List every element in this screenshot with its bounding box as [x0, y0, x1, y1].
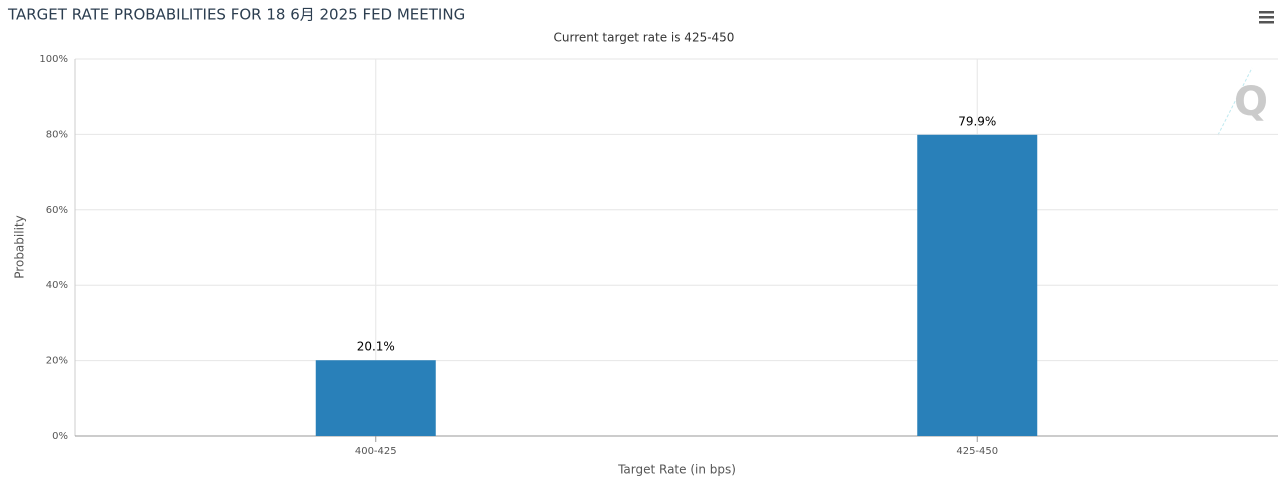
menu-icon[interactable] — [1259, 11, 1274, 24]
y-tick-label: 60% — [46, 205, 68, 216]
bar — [315, 360, 436, 436]
logo-letter: Q — [1234, 79, 1268, 125]
logo: Q — [1217, 67, 1268, 136]
y-tick-label: 100% — [39, 54, 68, 65]
logo-stroke — [1217, 67, 1253, 136]
y-tick-label: 20% — [46, 356, 68, 367]
y-tick-label: 80% — [46, 129, 68, 140]
x-axis-label: Target Rate (in bps) — [617, 463, 736, 477]
data-label: 79.9% — [958, 114, 996, 128]
menu-bar[interactable] — [1259, 16, 1274, 19]
menu-bar[interactable] — [1259, 11, 1274, 14]
x-tick-label: 425-450 — [956, 446, 998, 457]
y-tick-label: 40% — [46, 280, 68, 291]
y-axis-label: Probability — [13, 215, 27, 278]
x-tick-label: 400-425 — [355, 446, 397, 457]
menu-bar[interactable] — [1259, 21, 1274, 24]
chart-subtitle: Current target rate is 425-450 — [554, 31, 735, 45]
bar — [917, 134, 1038, 437]
data-label: 20.1% — [357, 340, 395, 354]
chart-title: TARGET RATE PROBABILITIES FOR 18 6月 2025… — [7, 6, 465, 24]
y-tick-label: 0% — [52, 431, 68, 442]
